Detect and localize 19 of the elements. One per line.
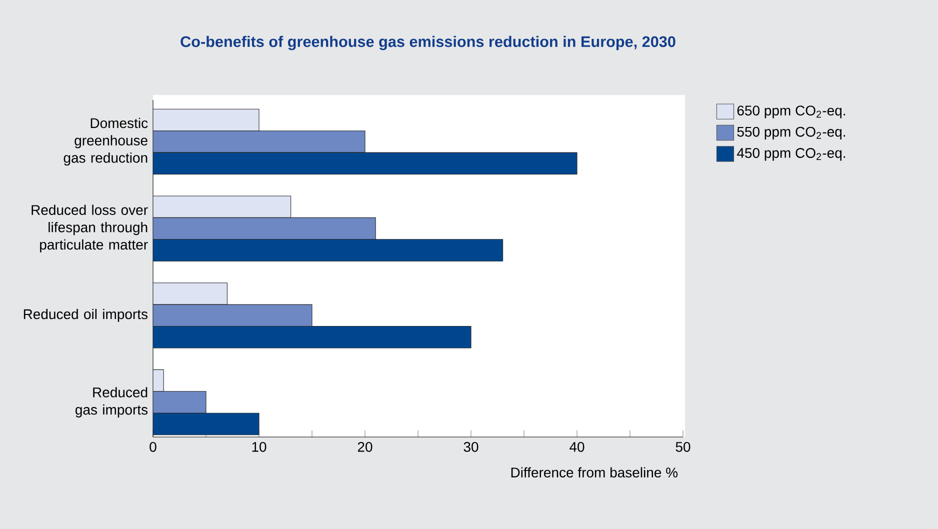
x-tick-label: 50 xyxy=(676,442,690,452)
y-tick-label: Reduced oil imports xyxy=(24,308,148,322)
legend-label: 650 ppm CO$_{2}$-eq. xyxy=(737,106,846,118)
chart-title: Co-benefits of greenhouse gas emissions reduction in Europe, 2030 xyxy=(180,36,676,50)
x-axis-title: Difference from baseline % xyxy=(511,467,678,478)
y-tick-label: Domestic greenhouse gas reduction xyxy=(64,118,148,166)
bar xyxy=(153,152,578,175)
y-tick-label: Reduced gas imports xyxy=(76,387,148,418)
x-tick-label: 10 xyxy=(252,442,266,452)
y-tick-label: Reduced loss over lifespan through particulate matter xyxy=(32,204,148,252)
legend-label: 450 ppm CO$_{2}$-eq. xyxy=(737,148,846,161)
x-tick-label: 0 xyxy=(150,442,156,452)
bar xyxy=(153,412,260,436)
x-tick-label: 40 xyxy=(570,442,584,452)
bar xyxy=(153,239,504,262)
x-tick-label: 30 xyxy=(464,442,478,452)
legend-label: 550 ppm CO$_{2}$-eq. xyxy=(737,126,846,140)
x-tick-label: 20 xyxy=(358,442,372,452)
bar xyxy=(153,326,472,348)
